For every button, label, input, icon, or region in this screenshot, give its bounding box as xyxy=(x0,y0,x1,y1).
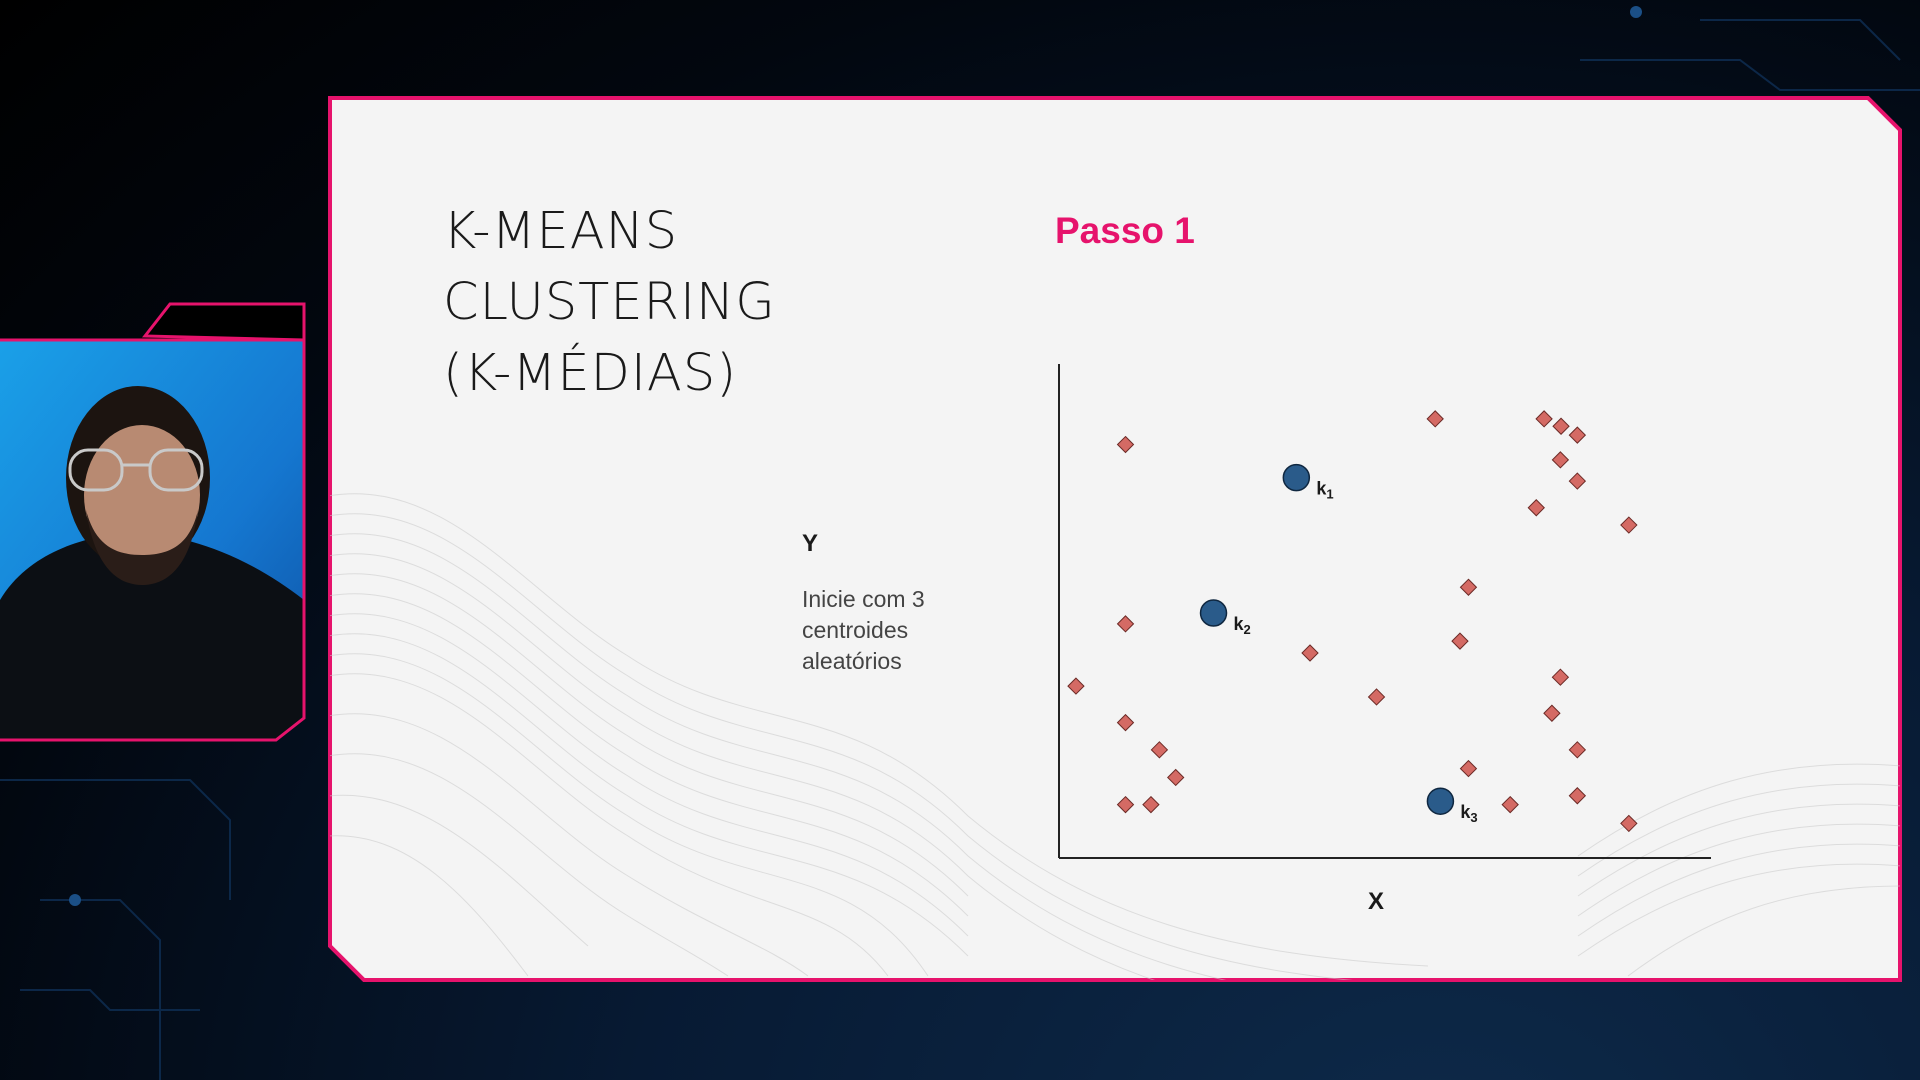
webcam-tab xyxy=(141,302,306,342)
caption-line: aleatórios xyxy=(802,648,902,674)
slide-title: K-MEANS CLUSTERING (K-MÉDIAS) xyxy=(443,196,963,409)
step-label: Passo 1 xyxy=(1055,210,1195,251)
title-line: (K-MÉDIAS) xyxy=(443,344,738,403)
caption-line: centroides xyxy=(802,617,909,643)
caption-line: Inicie com 3 xyxy=(802,586,925,612)
caption-text: Inicie com 3 centroides aleatórios xyxy=(802,584,982,677)
wave-pattern xyxy=(330,493,1900,980)
presenter-silhouette xyxy=(0,386,304,740)
slide-panel xyxy=(328,96,1902,982)
y-axis-label: Y xyxy=(802,530,819,557)
title-line: CLUSTERING xyxy=(443,273,776,332)
webcam-overlay xyxy=(0,300,310,745)
title-line: K-MEANS xyxy=(443,202,679,261)
x-axis-label: X xyxy=(1368,888,1385,915)
